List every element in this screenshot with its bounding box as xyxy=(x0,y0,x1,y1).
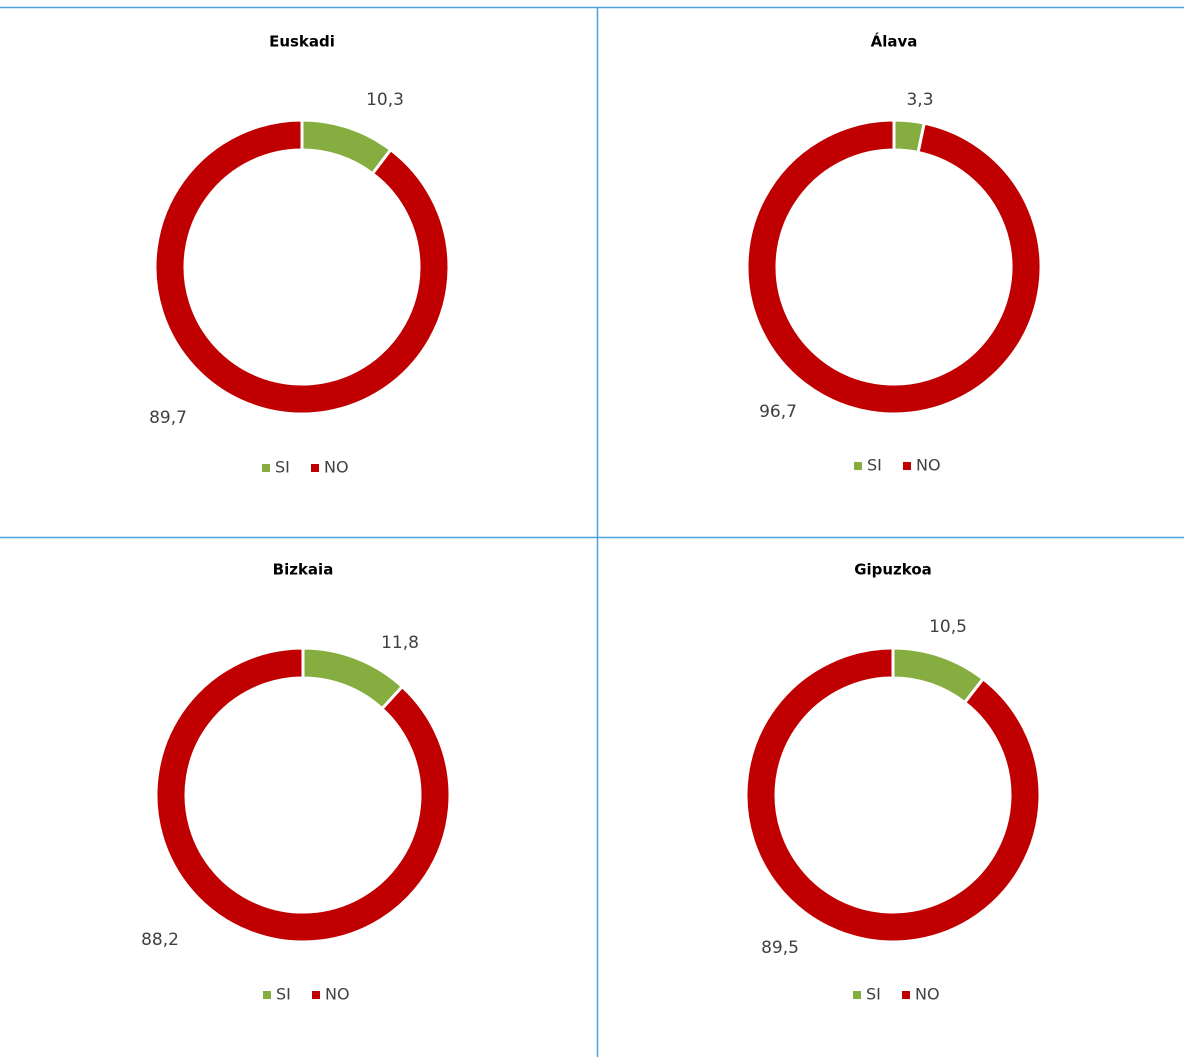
legend-swatch xyxy=(262,464,270,472)
legend-swatch xyxy=(854,462,862,470)
legend-swatch xyxy=(312,991,320,999)
donut-segment xyxy=(154,646,452,944)
data-label: 10,3 xyxy=(366,90,404,110)
data-label: 89,5 xyxy=(761,938,799,958)
data-label: 96,7 xyxy=(759,402,797,422)
legend-label: SI xyxy=(276,985,291,1004)
chart-title: Gipuzkoa xyxy=(854,561,932,579)
chart-title: Euskadi xyxy=(269,33,335,51)
data-label: 88,2 xyxy=(141,930,179,950)
legend-label: SI xyxy=(866,985,881,1004)
data-label: 3,3 xyxy=(906,90,933,110)
donut-segment xyxy=(153,118,451,416)
legend-swatch xyxy=(903,462,911,470)
donut-segment xyxy=(301,646,405,711)
data-label: 11,8 xyxy=(381,633,419,653)
legend-label: SI xyxy=(275,458,290,477)
data-label: 10,5 xyxy=(929,617,967,637)
legend-swatch xyxy=(902,991,910,999)
legend-label: SI xyxy=(867,456,882,475)
legend-label: NO xyxy=(325,985,350,1004)
legend-label: NO xyxy=(915,985,940,1004)
donut-segment xyxy=(744,646,1042,944)
chart-title: Álava xyxy=(871,32,918,51)
legend-label: NO xyxy=(324,458,349,477)
legend-swatch xyxy=(263,991,271,999)
legend-label: NO xyxy=(916,456,941,475)
data-label: 89,7 xyxy=(149,408,187,428)
donut-segment xyxy=(745,118,1043,416)
legend-swatch xyxy=(853,991,861,999)
chart-title: Bizkaia xyxy=(273,561,334,579)
legend-swatch xyxy=(311,464,319,472)
